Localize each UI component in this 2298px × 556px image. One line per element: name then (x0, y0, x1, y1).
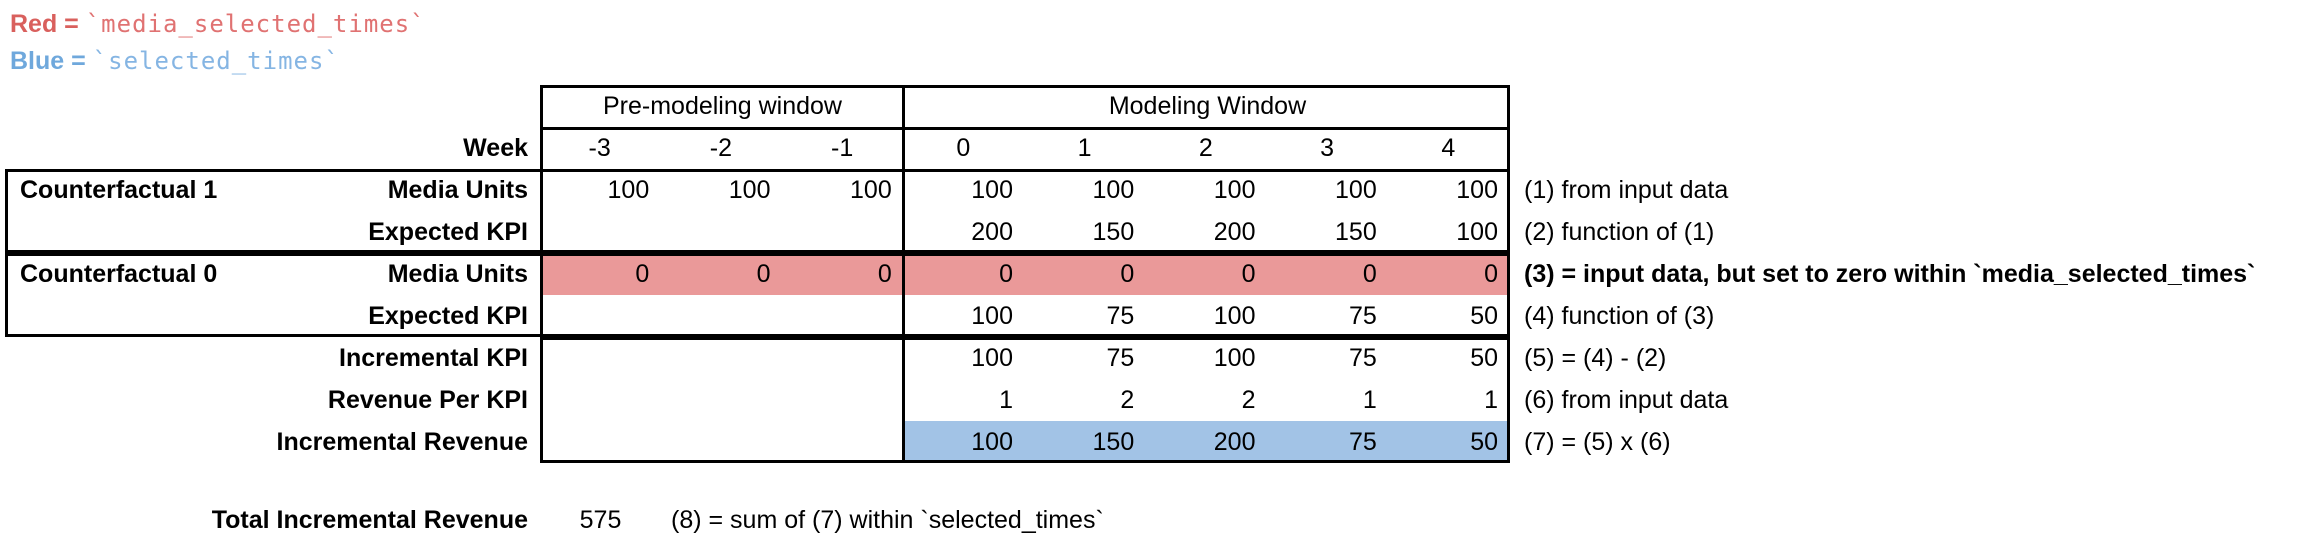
legend-red-label: Red = (10, 10, 86, 38)
table-cell: 1 (1077, 133, 1092, 162)
row-annotation: (2) function of (1) (1524, 217, 1715, 246)
red-highlight-media-selected-times (543, 256, 1507, 295)
table-cell: 100 (1456, 217, 1498, 246)
table-cell: 3 (1320, 133, 1335, 162)
table-cell: 100 (971, 301, 1013, 330)
week-row-label: Week (463, 133, 528, 162)
table-cell: 75 (1348, 343, 1377, 372)
table-cell: 2 (1198, 133, 1213, 162)
table-cell: 100 (607, 175, 650, 204)
legend-blue-label: Blue = (10, 47, 93, 75)
table-row-expected-kpi-cf1: Expected KPI 200 150 200 150 100 (2) functio… (0, 211, 2298, 253)
blue-highlight-selected-times (905, 421, 1507, 460)
row-annotation: (6) from input data (1524, 385, 1729, 414)
table-row-media-units-cf1: Counterfactual 1 Media Units 100 100 100 100… (0, 169, 2298, 211)
row-cells: 100 150 200 75 50 (540, 421, 1510, 463)
table-cell: 50 (1470, 301, 1498, 330)
row-label: Incremental Revenue (276, 427, 529, 456)
table-cell: 2 (1120, 385, 1135, 414)
legend-blue-code: `selected_times` (92, 47, 340, 75)
week-row: Week -3 -2 -1 0 1 2 3 4 (0, 127, 2298, 169)
table-cell: 1 (1362, 385, 1377, 414)
row-label: Incremental KPI (339, 343, 528, 372)
row-label: Expected KPI (368, 217, 528, 246)
total-label: Total Incremental Revenue (211, 505, 528, 534)
table-cell: 200 (1213, 217, 1256, 246)
row-cells: 100 100 100 100 100 100 100 100 (540, 169, 1510, 211)
table-row-expected-kpi-cf0: Expected KPI 100 75 100 75 50 (4) function o… (0, 295, 2298, 337)
row-annotation: (1) from input data (1524, 175, 1729, 204)
table-cell: 4 (1441, 133, 1456, 162)
table-cell: 150 (1335, 217, 1377, 246)
legend-red-line: Red = `media_selected_times` (10, 6, 426, 43)
total-row: Total Incremental Revenue 575 (8) = sum … (0, 499, 2298, 541)
column-group-modeling: Modeling Window (1108, 92, 1307, 120)
table-row-incremental-revenue: Incremental Revenue 100 150 200 75 50 (7) = … (0, 421, 2298, 463)
color-legend: Red = `media_selected_times` Blue = `sel… (10, 6, 426, 80)
row-annotation: (5) = (4) - (2) (1524, 343, 1667, 372)
row-cells: 0 0 0 0 0 0 0 0 (540, 253, 1510, 295)
table-cell: 50 (1470, 343, 1498, 372)
table-cell: 150 (1092, 217, 1135, 246)
table-cell: 0 (1241, 259, 1256, 288)
week-cells: -3 -2 -1 0 1 2 3 4 (540, 127, 1510, 169)
row-annotation: (3) = input data, but set to zero within… (1524, 259, 2256, 288)
table-cell: 200 (1213, 427, 1256, 456)
legend-blue-line: Blue = `selected_times` (10, 43, 426, 80)
table-cell: 100 (971, 343, 1013, 372)
row-label: Media Units (387, 259, 528, 288)
table-cell: 150 (1092, 427, 1135, 456)
table-row-incremental-kpi: Incremental KPI 100 75 100 75 50 (5) = (4) -… (0, 337, 2298, 379)
table-cell: -1 (831, 133, 854, 162)
table-cell: 100 (728, 175, 771, 204)
table-cell: 1 (1484, 385, 1498, 414)
column-group-pre-modeling: Pre-modeling window (602, 92, 842, 120)
table-cell: 75 (1348, 301, 1377, 330)
table-cell: 100 (1092, 175, 1135, 204)
table-cell: 0 (999, 259, 1013, 288)
total-value: 575 (579, 505, 622, 534)
table-cell: 50 (1470, 427, 1498, 456)
table-cell: 75 (1348, 427, 1377, 456)
row-label: Revenue Per KPI (327, 385, 528, 414)
table-cell: 0 (877, 259, 892, 288)
table-cell: 1 (999, 385, 1013, 414)
table-cell: 0 (756, 259, 771, 288)
table-cell: 0 (635, 259, 650, 288)
group-label-counterfactual-1: Counterfactual 1 (20, 175, 218, 204)
total-annotation: (8) = sum of (7) within `selected_times` (671, 505, 1104, 534)
row-label: Media Units (387, 175, 528, 204)
table-cell: 100 (1335, 175, 1377, 204)
row-cells: 1 2 2 1 1 (540, 379, 1510, 421)
row-annotation: (4) function of (3) (1524, 301, 1715, 330)
table-cell: 2 (1241, 385, 1256, 414)
table-cell: 0 (1362, 259, 1377, 288)
table-cell: 0 (1484, 259, 1498, 288)
table-cell: 100 (1456, 175, 1498, 204)
table-cell: 200 (971, 217, 1013, 246)
row-cells: 100 75 100 75 50 (540, 295, 1510, 337)
table-cell: 100 (971, 427, 1013, 456)
row-annotation: (7) = (5) x (6) (1524, 427, 1671, 456)
table-cell: 75 (1106, 343, 1135, 372)
table-cell: 75 (1106, 301, 1135, 330)
row-cells: 100 75 100 75 50 (540, 337, 1510, 379)
row-label: Expected KPI (368, 301, 528, 330)
table-cell: -3 (588, 133, 611, 162)
table-cell: 0 (1120, 259, 1135, 288)
legend-red-code: `media_selected_times` (85, 10, 426, 38)
table-cell: 100 (1213, 343, 1256, 372)
table-row-revenue-per-kpi: Revenue Per KPI 1 2 2 1 1 (6) from input dat… (0, 379, 2298, 421)
table-cell: 0 (956, 133, 971, 162)
group-label-counterfactual-0: Counterfactual 0 (20, 259, 218, 288)
table-cell: 100 (971, 175, 1013, 204)
row-cells: 200 150 200 150 100 (540, 211, 1510, 253)
table-cell: 100 (1213, 175, 1256, 204)
table-cell: 100 (850, 175, 892, 204)
table-cell: 100 (1213, 301, 1256, 330)
table-row-media-units-cf0: Counterfactual 0 Media Units 0 0 0 0 0 0 0 0 (3)… (0, 253, 2298, 295)
table-cell: -2 (709, 133, 732, 162)
